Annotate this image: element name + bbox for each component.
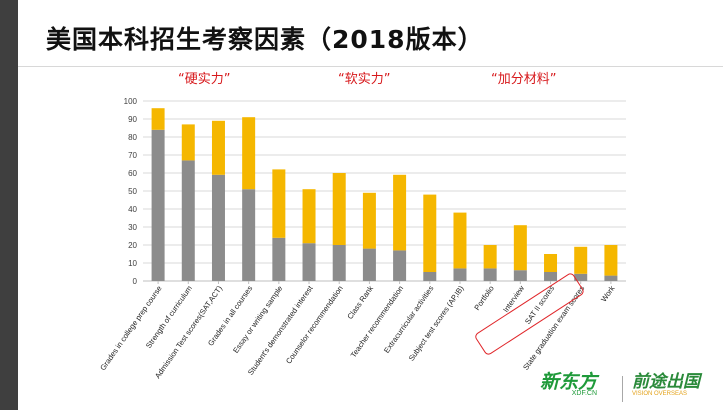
bar-segment-top bbox=[332, 173, 346, 245]
bar-segment-bottom bbox=[423, 272, 437, 281]
x-category-label: Portfolio bbox=[472, 284, 495, 312]
bar-segment-top bbox=[393, 174, 407, 251]
group-label-soft-skills: “软实力” bbox=[338, 72, 391, 87]
group-label-hard-skills: “硬实力” bbox=[178, 72, 231, 87]
bar-segment-bottom bbox=[483, 268, 497, 281]
y-tick-label: 0 bbox=[133, 277, 138, 286]
y-tick-label: 90 bbox=[128, 115, 137, 124]
bar-segment-top bbox=[242, 117, 256, 190]
title-divider bbox=[18, 66, 723, 67]
bar-segment-bottom bbox=[574, 273, 588, 281]
y-tick-label: 40 bbox=[128, 205, 137, 214]
bar-segment-bottom bbox=[272, 237, 286, 281]
bar-segment-bottom bbox=[151, 129, 165, 281]
vision-logo-text: 前途出国 bbox=[632, 372, 700, 392]
bar-segment-top bbox=[151, 108, 165, 130]
bar-segment-top bbox=[574, 246, 588, 274]
slide-accent-bar bbox=[0, 0, 18, 410]
xdf-logo-text: 新东方 bbox=[540, 371, 598, 393]
x-category-label: Class Rank bbox=[345, 284, 375, 321]
x-category-label: Subject test scores (AP,IB) bbox=[407, 284, 466, 363]
y-tick-label: 100 bbox=[124, 97, 138, 106]
bar-segment-bottom bbox=[513, 270, 527, 281]
y-tick-label: 20 bbox=[128, 241, 137, 250]
y-tick-label: 70 bbox=[128, 151, 137, 160]
group-label-bonus-materials: “加分材料” bbox=[491, 72, 557, 87]
y-tick-label: 50 bbox=[128, 187, 137, 196]
bar-segment-top bbox=[362, 192, 376, 249]
xdf-logo-domain: XDF.CN bbox=[571, 390, 598, 397]
x-category-label: SAT II scores bbox=[523, 284, 556, 326]
x-category-label: Grades in college prep course bbox=[98, 284, 163, 372]
vision-logo-subtitle: VISION OVERSEAS bbox=[632, 391, 688, 397]
x-category-label: Teacher recommendation bbox=[349, 284, 406, 359]
bar-segment-bottom bbox=[604, 275, 618, 281]
y-tick-label: 30 bbox=[128, 223, 137, 232]
xdf-logo: 新东方 XDF.CN bbox=[540, 372, 597, 397]
y-tick-label: 80 bbox=[128, 133, 137, 142]
y-tick-label: 60 bbox=[128, 169, 137, 178]
bar-segment-bottom bbox=[181, 160, 195, 281]
vision-overseas-logo: 前途出国 VISION OVERSEAS bbox=[632, 372, 700, 397]
bar-segment-bottom bbox=[332, 245, 346, 281]
bar-segment-bottom bbox=[211, 174, 225, 281]
highlight-box bbox=[475, 273, 584, 355]
slide-title: 美国本科招生考察因素（2018版本） bbox=[46, 25, 484, 54]
y-tick-label: 10 bbox=[128, 259, 137, 268]
bar-segment-top bbox=[544, 254, 558, 272]
bar-segment-top bbox=[272, 169, 286, 238]
bar-segment-bottom bbox=[362, 248, 376, 281]
bar-segment-top bbox=[302, 189, 316, 244]
bar-segment-top bbox=[453, 212, 467, 269]
bar-segment-bottom bbox=[544, 272, 558, 281]
bar-segment-top bbox=[423, 194, 437, 272]
x-category-label: Work bbox=[599, 284, 617, 304]
bar-segment-top bbox=[513, 225, 527, 271]
bar-segment-top bbox=[483, 245, 497, 269]
bar-segment-top bbox=[181, 124, 195, 161]
logo-divider bbox=[622, 376, 623, 402]
bar-segment-bottom bbox=[393, 250, 407, 281]
bar-segment-bottom bbox=[302, 243, 316, 281]
x-category-label: Counselor recommendation bbox=[284, 284, 345, 366]
bar-segment-bottom bbox=[453, 268, 467, 281]
bar-segment-bottom bbox=[242, 189, 256, 281]
bar-segment-top bbox=[604, 245, 618, 276]
bar-segment-top bbox=[211, 120, 225, 175]
